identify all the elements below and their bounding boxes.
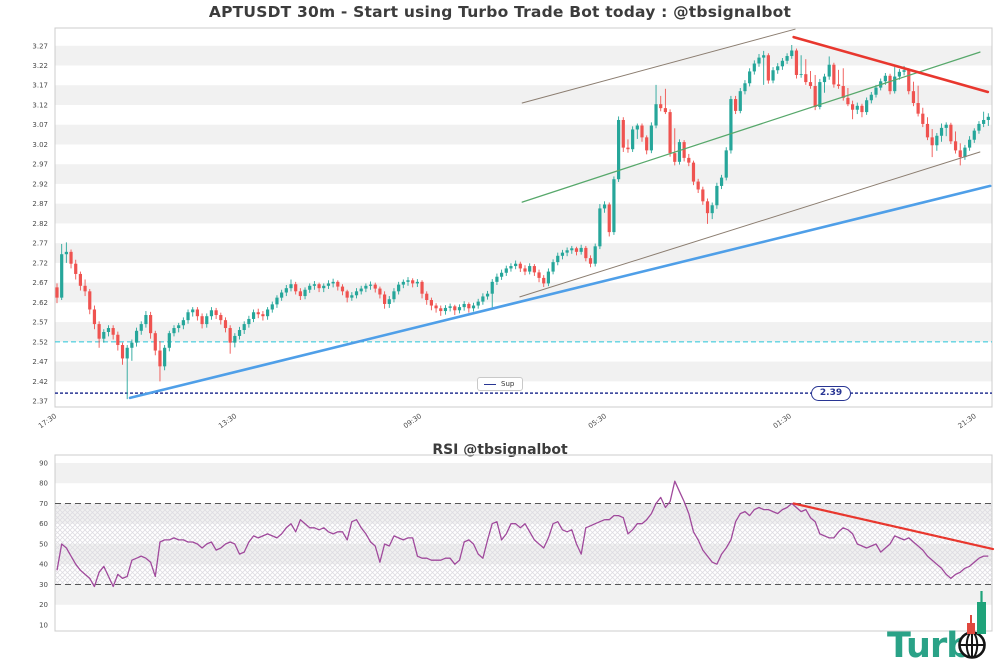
svg-text:70: 70 (39, 500, 48, 508)
svg-text:2.82: 2.82 (32, 220, 48, 228)
candles-layer (55, 44, 990, 400)
svg-text:80: 80 (39, 480, 48, 488)
rsi-trendline-layer (792, 502, 995, 551)
svg-text:09:30: 09:30 (402, 412, 423, 430)
svg-text:2.62: 2.62 (32, 299, 48, 307)
svg-text:90: 90 (39, 459, 48, 467)
globe-crosshair-icon (958, 631, 986, 659)
svg-text:60: 60 (39, 520, 48, 528)
price-y-axis-ticks: 3.27 3.22 3.17 3.12 3.07 3.02 2.97 2.92 2.87 2.82… (32, 42, 48, 405)
svg-text:01:30: 01:30 (772, 412, 793, 430)
trendline-channel-upper-gray (521, 28, 796, 104)
svg-text:3.17: 3.17 (32, 82, 48, 90)
svg-text:40: 40 (39, 561, 48, 569)
svg-text:2.47: 2.47 (32, 358, 48, 366)
rsi-y-axis-ticks: 90 80 70 60 50 40 30 20 10 (39, 459, 48, 629)
trendline-ascending-support-blue (128, 184, 992, 400)
sup-line-legend: Sup (477, 377, 524, 391)
turbo-logo-canvas: Turb (887, 591, 986, 666)
rsi-line (56, 480, 989, 588)
price-grid-bands (55, 45, 992, 382)
svg-text:2.57: 2.57 (32, 319, 48, 327)
trendline-descending-resistance-red (792, 35, 990, 94)
svg-text:2.42: 2.42 (32, 378, 48, 386)
svg-text:3.07: 3.07 (32, 121, 48, 129)
svg-text:3.12: 3.12 (32, 101, 48, 109)
trendlines-layer (128, 28, 992, 400)
svg-text:10: 10 (39, 621, 48, 629)
sup-line-legend-swatch (484, 383, 496, 385)
svg-text:2.67: 2.67 (32, 279, 48, 287)
main-chart-title: APTUSDT 30m - Start using Turbo Trade Bo… (208, 3, 792, 21)
svg-text:2.52: 2.52 (32, 338, 48, 346)
rsi-plot-border (54, 454, 993, 632)
svg-text:2.87: 2.87 (32, 200, 48, 208)
price-x-axis-ticks: 17:30 13:30 09:30 05:30 01:30 21:30 (37, 412, 978, 430)
svg-text:20: 20 (39, 601, 48, 609)
trendline-channel-lower-gray (519, 151, 981, 298)
rsi-trendline-descending-resistance-red (792, 502, 995, 551)
svg-text:2.37: 2.37 (32, 398, 48, 406)
svg-text:21:30: 21:30 (957, 412, 978, 430)
svg-text:30: 30 (39, 581, 48, 589)
rsi-guide-lines (55, 502, 992, 585)
svg-text:2.72: 2.72 (32, 259, 48, 267)
svg-text:13:30: 13:30 (217, 412, 238, 430)
candlestick-icon (967, 591, 986, 634)
svg-text:3.27: 3.27 (32, 42, 48, 50)
svg-text:50: 50 (39, 540, 48, 548)
sup-line-legend-label: Sup (501, 380, 515, 388)
svg-text:3.22: 3.22 (32, 62, 48, 70)
svg-text:05:30: 05:30 (587, 412, 608, 430)
turbo-logo: Turb (885, 586, 1000, 666)
svg-text:2.77: 2.77 (32, 240, 48, 248)
svg-text:3.02: 3.02 (32, 141, 48, 149)
svg-text:17:30: 17:30 (37, 412, 58, 430)
svg-text:2.92: 2.92 (32, 180, 48, 188)
turbo-logo-text: Turb (887, 626, 970, 666)
rsi-line-layer (56, 480, 989, 588)
rsi-chart-title: RSI @tbsignalbot (432, 442, 568, 458)
svg-text:2.97: 2.97 (32, 161, 48, 169)
trendline-ascending-channel-green (521, 51, 981, 203)
price-plot-border (54, 27, 993, 408)
support-price-tag: 2.39 (811, 386, 851, 402)
rsi-neutral-zone-hatch (55, 503, 992, 585)
